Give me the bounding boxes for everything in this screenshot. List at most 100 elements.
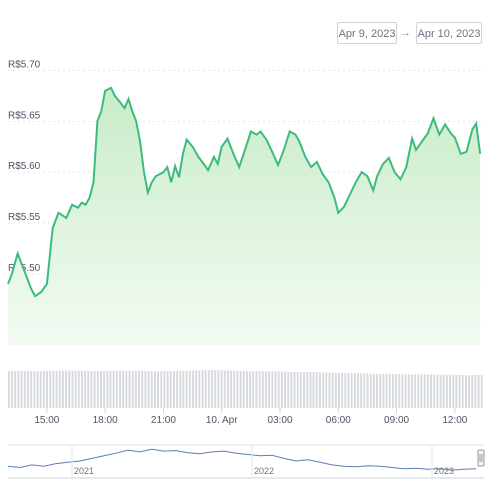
volume-bar (395, 374, 397, 408)
volume-bar (192, 370, 194, 408)
volume-bar (112, 370, 115, 408)
volume-bar (306, 372, 309, 408)
volume-bar (207, 370, 210, 408)
volume-bar (261, 371, 264, 408)
volume-bar (347, 373, 350, 408)
volume-bar (125, 370, 128, 408)
volume-bar (179, 370, 182, 408)
x-tick-label: 18:00 (93, 415, 118, 426)
volume-bar (312, 372, 315, 408)
volume-bar (325, 372, 328, 408)
volume-bar (430, 374, 432, 408)
x-tick-label: 21:00 (151, 415, 176, 426)
volume-bar (20, 370, 23, 408)
volume-bar (77, 370, 80, 408)
volume-bar (217, 370, 220, 408)
date-range-from-input[interactable]: Apr 9, 2023 (337, 22, 397, 44)
volume-bar (195, 370, 198, 408)
volume-bar (230, 370, 232, 408)
volume-bar (71, 370, 74, 408)
volume-bar (334, 372, 337, 408)
volume-bar (239, 370, 242, 408)
y-tick-label: R$5.65 (8, 110, 41, 121)
volume-bar (271, 371, 274, 408)
volume-bar (398, 374, 401, 408)
volume-bar (90, 371, 93, 408)
navigator-handle[interactable] (477, 449, 485, 467)
volume-bar (169, 371, 172, 408)
volume-bar (401, 374, 404, 408)
volume-bar (284, 371, 286, 408)
volume-bar (404, 374, 407, 408)
volume-bar (309, 372, 312, 408)
volume-bar (204, 370, 207, 408)
volume-bar (296, 372, 299, 408)
volume-bar (106, 370, 109, 408)
volume-bar (357, 373, 359, 408)
volume-bar (322, 372, 325, 408)
volume-bar (74, 370, 77, 408)
volume-bar (338, 372, 340, 408)
volume-bar (363, 373, 366, 408)
price-line (7, 86, 482, 298)
volume-bar (465, 375, 467, 408)
volume-bar (188, 370, 191, 408)
volume-bar (471, 375, 474, 408)
volume-bar (249, 371, 252, 408)
volume-bar (154, 371, 156, 408)
date-range-arrow: → (400, 27, 411, 39)
volume-bar (11, 371, 14, 408)
x-tick-label: 06:00 (326, 415, 351, 426)
volume-bar (274, 371, 277, 408)
volume-bar (220, 370, 223, 408)
volume-bar (131, 370, 134, 408)
navigator[interactable]: 2021 2022 2023 (7, 444, 485, 479)
volume-bar (182, 370, 185, 408)
volume-bar (480, 374, 483, 408)
volume-bar (122, 370, 125, 408)
x-tick-label: 09:00 (384, 415, 409, 426)
volume-bar (100, 371, 102, 408)
volume-bar (341, 372, 344, 408)
volume-bar (299, 372, 302, 408)
volume-bar (455, 374, 458, 408)
volume-bar (134, 370, 137, 408)
volume-bar (385, 374, 388, 408)
volume-bar (39, 371, 42, 408)
volume-bar (214, 370, 217, 408)
volume-bar (115, 370, 118, 408)
volume-bar (417, 374, 420, 408)
volume-bar (30, 371, 33, 408)
volume-bar (138, 370, 140, 408)
volume-bar (353, 373, 356, 408)
volume-bar (147, 371, 150, 408)
volume-bar (96, 371, 99, 408)
x-tick-label: 15:00 (34, 415, 59, 426)
price-area-fill (8, 87, 481, 346)
volume-bar (366, 373, 369, 408)
volume-bar (46, 370, 48, 408)
volume-bar (388, 374, 391, 408)
volume-bar (144, 371, 147, 408)
y-tick-label: R$5.55 (8, 212, 41, 223)
volume-bar (252, 371, 255, 408)
volume-bar (458, 375, 461, 408)
volume-bar (223, 370, 226, 408)
volume-bar (255, 371, 258, 408)
volume-bar (27, 370, 29, 408)
volume-bar (376, 373, 378, 408)
volume-bar (33, 371, 36, 408)
x-axis-ticks: 15:00 18:00 21:00 10. Apr 03:00 06:00 09:00 12:… (34, 408, 468, 426)
date-range-to-input[interactable]: Apr 10, 2023 (416, 22, 482, 44)
volume-bar (426, 374, 429, 408)
volume-bar (36, 371, 39, 408)
volume-bar (103, 370, 106, 408)
volume-bar (436, 374, 439, 408)
volume-bar (407, 374, 410, 408)
volume-bar (382, 374, 385, 408)
volume-bar (242, 371, 245, 408)
volume-bar (303, 372, 305, 408)
volume-bar (445, 374, 448, 408)
volume-bar (42, 371, 45, 408)
volume-bar (379, 374, 382, 408)
